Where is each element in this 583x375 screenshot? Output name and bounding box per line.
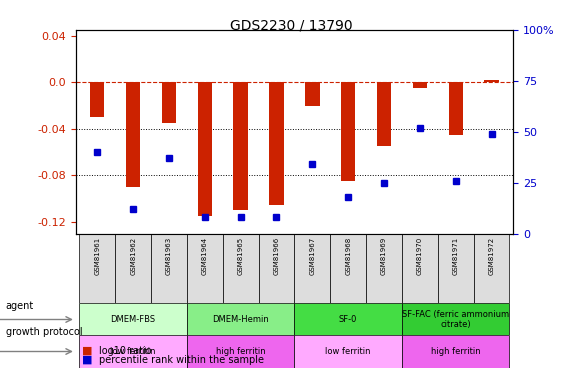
FancyBboxPatch shape (473, 234, 510, 303)
Text: SF-0: SF-0 (339, 315, 357, 324)
Bar (413, 82, 427, 88)
Text: DMEM-FBS: DMEM-FBS (111, 315, 156, 324)
Text: agent: agent (6, 301, 34, 310)
Text: ■: ■ (82, 355, 92, 365)
Bar (305, 82, 319, 106)
Text: ■: ■ (82, 346, 92, 355)
Bar (162, 82, 176, 123)
FancyBboxPatch shape (402, 336, 510, 368)
Text: GSM81968: GSM81968 (345, 237, 351, 275)
Text: low ferritin: low ferritin (325, 347, 371, 356)
FancyBboxPatch shape (330, 234, 366, 303)
Text: log10 ratio: log10 ratio (99, 346, 152, 355)
Text: GSM81969: GSM81969 (381, 237, 387, 275)
Bar (341, 82, 356, 181)
FancyBboxPatch shape (79, 234, 115, 303)
Text: high ferritin: high ferritin (216, 347, 265, 356)
FancyBboxPatch shape (115, 234, 151, 303)
Text: low ferritin: low ferritin (110, 347, 156, 356)
Bar (269, 82, 284, 205)
Text: GSM81967: GSM81967 (310, 237, 315, 275)
FancyBboxPatch shape (79, 336, 187, 368)
Text: DMEM-Hemin: DMEM-Hemin (212, 315, 269, 324)
Text: GSM81971: GSM81971 (452, 237, 459, 275)
FancyBboxPatch shape (259, 234, 294, 303)
Bar (198, 82, 212, 216)
FancyBboxPatch shape (438, 234, 473, 303)
Bar (484, 80, 498, 82)
FancyBboxPatch shape (187, 234, 223, 303)
FancyBboxPatch shape (294, 234, 330, 303)
Bar (90, 82, 104, 117)
Text: GSM81963: GSM81963 (166, 237, 172, 275)
FancyBboxPatch shape (402, 303, 510, 336)
Text: GDS2230 / 13790: GDS2230 / 13790 (230, 19, 353, 33)
Bar (448, 82, 463, 135)
Text: SF-FAC (ferric ammonium
citrate): SF-FAC (ferric ammonium citrate) (402, 310, 510, 329)
FancyBboxPatch shape (187, 303, 294, 336)
FancyBboxPatch shape (151, 234, 187, 303)
Text: GSM81961: GSM81961 (94, 237, 100, 275)
Text: GSM81962: GSM81962 (130, 237, 136, 275)
FancyBboxPatch shape (366, 234, 402, 303)
FancyBboxPatch shape (187, 336, 294, 368)
Text: GSM81966: GSM81966 (273, 237, 279, 275)
FancyBboxPatch shape (294, 303, 402, 336)
FancyBboxPatch shape (79, 303, 187, 336)
Text: percentile rank within the sample: percentile rank within the sample (99, 355, 264, 365)
Text: GSM81972: GSM81972 (489, 237, 494, 275)
Bar (377, 82, 391, 146)
FancyBboxPatch shape (223, 234, 259, 303)
FancyBboxPatch shape (402, 234, 438, 303)
Text: GSM81964: GSM81964 (202, 237, 208, 275)
Bar (126, 82, 141, 187)
Text: high ferritin: high ferritin (431, 347, 480, 356)
Text: GSM81965: GSM81965 (238, 237, 244, 275)
Text: GSM81970: GSM81970 (417, 237, 423, 275)
Text: growth protocol: growth protocol (6, 327, 82, 337)
Bar (233, 82, 248, 210)
FancyBboxPatch shape (294, 336, 402, 368)
